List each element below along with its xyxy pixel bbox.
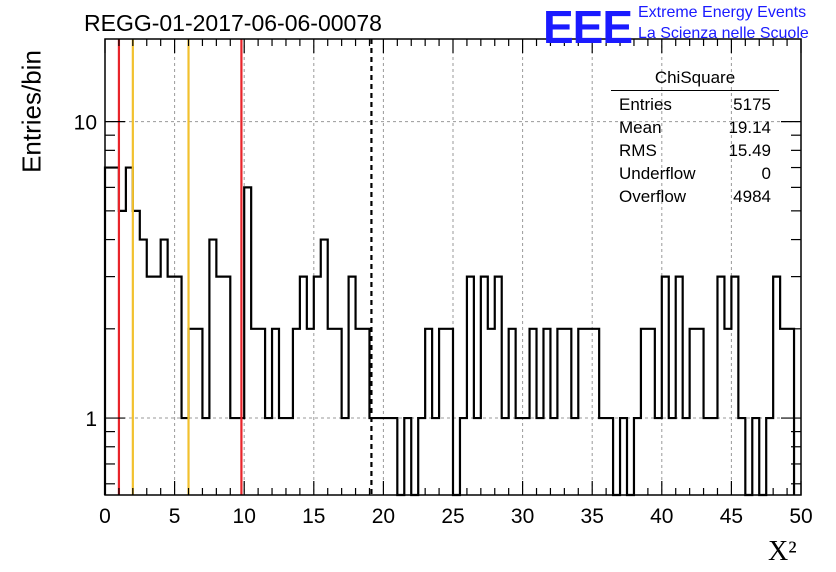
stats-row-entries: Entries 5175 <box>611 93 779 116</box>
x-tick-label: 5 <box>169 505 181 528</box>
stats-row-mean: Mean 19.14 <box>611 116 779 139</box>
y-tick-label: 10 <box>74 112 97 135</box>
brand-line-2: La Scienza nelle Scuole <box>638 25 809 42</box>
stats-label: Mean <box>619 118 662 137</box>
eee-logo: EEE <box>543 1 633 53</box>
stats-label: Overflow <box>619 187 687 206</box>
stats-label: Entries <box>619 95 672 114</box>
stats-label: Underflow <box>619 164 696 183</box>
stats-title: ChiSquare <box>611 66 779 91</box>
stats-value: 19.14 <box>728 118 771 137</box>
chart-title: REGG-01-2017-06-06-00078 <box>84 10 382 36</box>
stats-row-overflow: Overflow 4984 <box>611 185 779 208</box>
x-tick-label: 45 <box>720 505 743 528</box>
x-tick-label: 20 <box>372 505 395 528</box>
x-tick-label: 50 <box>789 505 812 528</box>
x-axis-label: X² <box>768 536 797 567</box>
stats-box: ChiSquare Entries 5175 Mean 19.14 RMS 15… <box>611 66 779 208</box>
x-tick-label: 15 <box>302 505 325 528</box>
y-axis-label: Entries/bin <box>16 50 47 173</box>
x-tick-label: 25 <box>441 505 464 528</box>
stats-value: 4984 <box>733 187 771 206</box>
stats-row-rms: RMS 15.49 <box>611 139 779 162</box>
stats-row-underflow: Underflow 0 <box>611 162 779 185</box>
stats-value: 0 <box>761 164 771 183</box>
histogram-series <box>103 166 796 497</box>
stats-value: 5175 <box>733 95 771 114</box>
x-tick-label: 35 <box>581 505 604 528</box>
y-tick-label: 1 <box>85 408 97 431</box>
brand-line-1: Extreme Energy Events <box>638 4 807 21</box>
x-tick-label: 10 <box>233 505 256 528</box>
stats-value: 15.49 <box>728 141 771 160</box>
x-tick-label: 40 <box>650 505 673 528</box>
x-tick-label: 30 <box>511 505 534 528</box>
x-tick-label: 0 <box>99 505 111 528</box>
stats-label: RMS <box>619 141 657 160</box>
